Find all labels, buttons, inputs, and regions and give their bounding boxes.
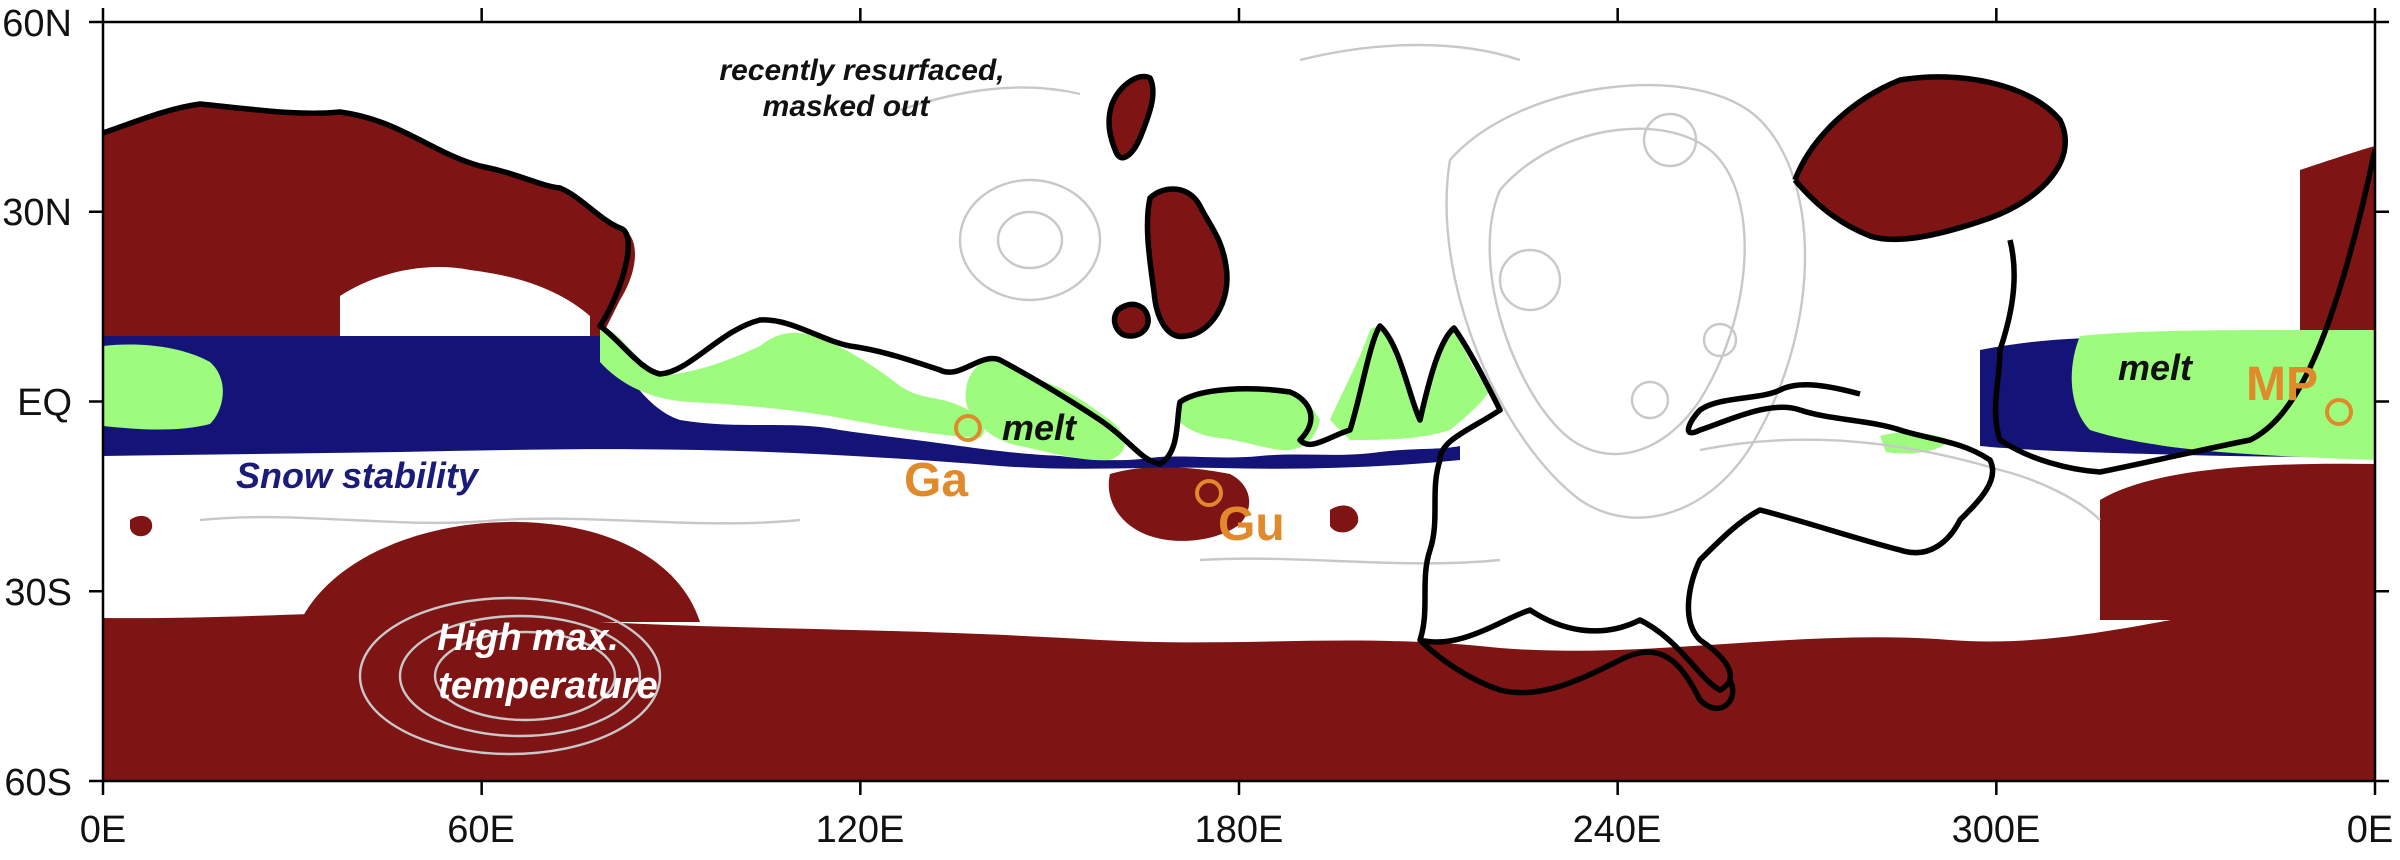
- melt-region-gu: [1176, 387, 1320, 451]
- melt-label-center: melt: [1002, 407, 1078, 448]
- y-tick-30s: 30S: [4, 572, 72, 614]
- site-label-gu: Gu: [1218, 498, 1285, 551]
- high-temperature-region-northeast: [2300, 146, 2375, 330]
- masked-terrain-boundary: [103, 73, 2375, 711]
- contour-elysium-inner: [996, 210, 1064, 270]
- melt-region-west-center: [600, 326, 984, 438]
- contour-hellas-mid: [398, 614, 642, 738]
- high-temperature-region-gu: [1108, 467, 1250, 541]
- topographic-contours: [199, 43, 2101, 756]
- x-tick-180e: 180E: [1195, 809, 1284, 851]
- snow-stability-label: Snow stability: [236, 455, 480, 496]
- masked-out-label-line2: masked out: [763, 90, 932, 123]
- high-temperature-region-southeast: [2100, 463, 2375, 620]
- site-marker-gu: [1195, 479, 1223, 507]
- snow-stability-band-west: [103, 336, 1460, 469]
- site-label-ga: Ga: [904, 454, 968, 507]
- y-tick-60s: 60S: [4, 762, 72, 804]
- contour-tharsis-mid: [1488, 127, 1746, 456]
- high-temperature-island-c: [1114, 304, 1149, 337]
- contour-elysium-outer: [958, 178, 1102, 302]
- x-tick-0e: 0E: [80, 809, 126, 851]
- high-temperature-region-south: [103, 602, 2375, 781]
- snow-stability-gap-north: [340, 267, 590, 336]
- y-tick-30n: 30N: [2, 192, 72, 234]
- boundary-island-b: [1144, 186, 1230, 340]
- contour-hellas-outer: [358, 596, 662, 756]
- melt-region-far-west: [103, 344, 223, 430]
- y-tick-eq: EQ: [17, 382, 72, 424]
- hot-region-label-line2: temperature: [438, 665, 658, 707]
- boundary-tharsis-north: [1792, 74, 2068, 243]
- x-tick-360e: 0E: [2347, 809, 2393, 851]
- x-tick-300e: 300E: [1952, 809, 2041, 851]
- contour-tharsis-outer: [1445, 83, 1807, 519]
- x-tick-120e: 120E: [816, 809, 905, 851]
- boundary-east: [1992, 149, 2375, 475]
- hot-region-label-line1: High max.: [437, 617, 619, 659]
- y-tick-60n: 60N: [2, 3, 72, 45]
- boundary-south-tongue: [1418, 638, 1736, 711]
- high-temperature-region-tharsis-north: [1795, 76, 2066, 240]
- site-label-mp: MP: [2246, 358, 2318, 411]
- axis-ticks: [89, 8, 2389, 795]
- melt-region-east: [2071, 330, 2375, 460]
- high-temperature-island-a: [1109, 76, 1153, 158]
- boundary-island-a: [1106, 73, 1156, 161]
- high-temperature-region-south-lobe: [300, 521, 700, 622]
- masked-out-label-line1: recently resurfaced,: [719, 54, 1004, 87]
- contour-south-band: [199, 515, 1501, 565]
- contour-volcano-2: [1630, 380, 1670, 420]
- contour-valles: [1699, 438, 2101, 521]
- high-temperature-patch-1: [1330, 505, 1359, 533]
- melt-label-east: melt: [2118, 347, 2194, 388]
- contour-volcano-3: [1702, 322, 1738, 358]
- contour-hellas-inner: [433, 630, 617, 722]
- contour-north-band: [899, 43, 1521, 112]
- boundary-northwest: [103, 101, 1996, 693]
- x-tick-240e: 240E: [1573, 809, 1662, 851]
- contour-olympus: [1498, 248, 1562, 312]
- site-marker-ga: [954, 414, 982, 442]
- boundary-island-c: [1111, 301, 1151, 339]
- contour-volcano-1: [1642, 112, 1698, 168]
- high-temperature-island-b: [1147, 188, 1227, 337]
- high-temperature-patch-3: [130, 515, 153, 537]
- x-tick-60e: 60E: [447, 809, 515, 851]
- site-marker-mp: [2325, 398, 2353, 426]
- melt-region-ga: [965, 360, 1125, 461]
